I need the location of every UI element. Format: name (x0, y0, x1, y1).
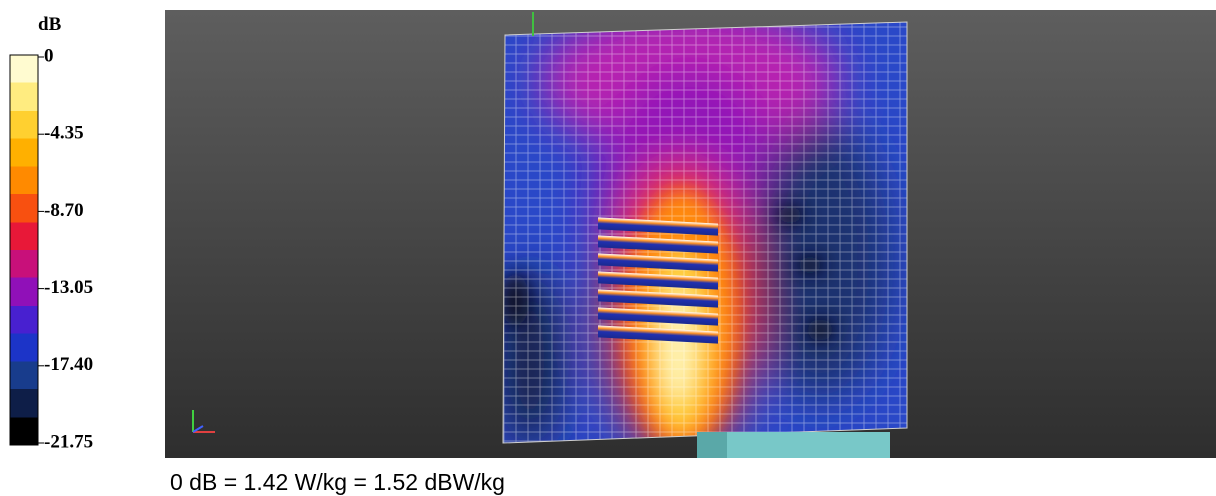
legend-tick-label: -4.35 (44, 123, 84, 144)
caption: 0 dB = 1.42 W/kg = 1.52 dBW/kg (170, 469, 505, 495)
legend-tick-label: -21.75 (44, 431, 93, 452)
legend-unit: dB (38, 14, 62, 35)
color-bar (10, 55, 38, 445)
legend-ticks: 0 -4.35 -8.70 -13.05 -17.40 -21.75 (38, 45, 93, 452)
sar-plate (500, 5, 910, 460)
phantom-base-edge (697, 432, 727, 458)
page: {"legend": {"unit": "dB", "ticks": ["0",… (0, 0, 1216, 496)
legend-tick-label: -13.05 (44, 277, 93, 298)
screenshot: dB 0 -4.35 -8.70 -13.05 -17.40 -21.75 0 dB = … (0, 0, 1216, 496)
legend-tick-label: 0 (44, 45, 54, 66)
legend-tick-label: -8.70 (44, 200, 84, 221)
legend-tick-label: -17.40 (44, 354, 93, 375)
